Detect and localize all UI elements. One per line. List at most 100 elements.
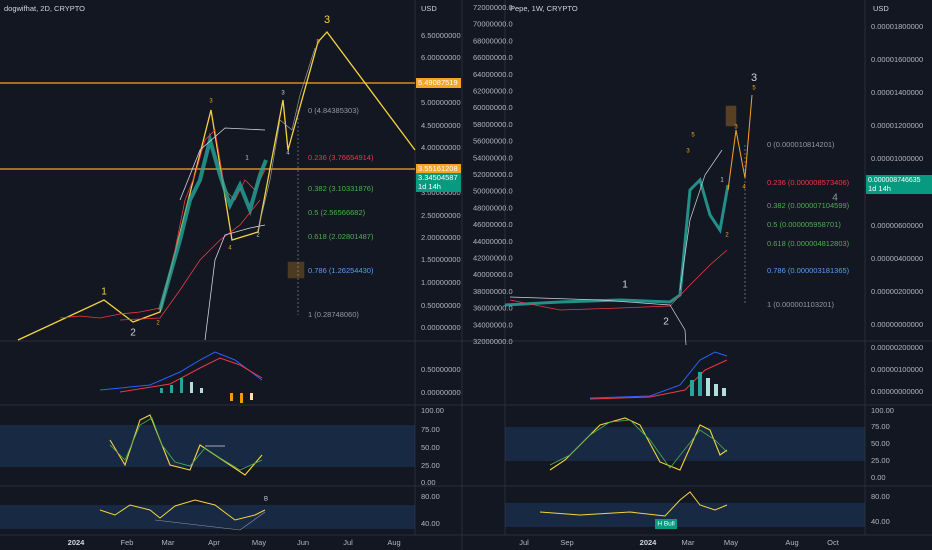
price-label: 36000000.0 (473, 304, 513, 313)
time-label: Aug (785, 538, 798, 547)
rsi-label: 0.00 (871, 473, 886, 482)
price-label: 0.00001400000 (871, 88, 923, 97)
fib-label: 0.618 (0.000004812803) (767, 239, 850, 248)
price-label: 42000000.0 (473, 253, 513, 262)
price-highlight (866, 175, 932, 194)
price-highlight (416, 78, 461, 88)
price-label: 4.00000000 (421, 143, 461, 152)
wave-label: 1 (720, 178, 724, 184)
lower-band (0, 505, 415, 529)
time-label: Apr (208, 538, 220, 547)
axis-unit: USD (873, 4, 889, 13)
price-highlight-label: 0.000008746635 (868, 177, 921, 184)
price-label: 46000000.0 (473, 220, 513, 229)
wave-label: 4 (742, 185, 746, 191)
price-label: 6.00000000 (421, 53, 461, 62)
wave-label: 2 (663, 317, 669, 328)
fib-label: 0.786 (1.26254430) (308, 266, 374, 275)
fib-label: 0.5 (2.56566682) (308, 208, 366, 217)
time-label: May (252, 538, 266, 547)
price-label: 56000000.0 (473, 137, 513, 146)
price-label: 64000000.0 (473, 70, 513, 79)
rsi-label: 75.00 (871, 422, 890, 431)
rsi-label: 75.00 (421, 425, 440, 434)
right-drawings (504, 94, 753, 517)
price-label: 50000000.0 (473, 187, 513, 196)
macd-label: 0.00000100000 (871, 365, 923, 374)
price-highlight (416, 173, 461, 192)
rsi-band (505, 427, 865, 461)
time-label: Mar (162, 538, 175, 547)
price-label: 38000000.0 (473, 287, 513, 296)
wave-label: 4 (832, 193, 838, 204)
rsi-label: 0.00 (421, 478, 436, 487)
wave-label: 3 (209, 99, 213, 105)
time-label: Mar (682, 538, 695, 547)
price-highlight-sub: 1d 14h (868, 184, 891, 193)
wave-label: 2 (156, 321, 160, 327)
fib-label: 0.382 (3.10331876) (308, 184, 374, 193)
price-label: 48000000.0 (473, 203, 513, 212)
price-label: 5.00000000 (421, 98, 461, 107)
wave-label: 3 (734, 125, 738, 131)
left-macd-histogram (160, 378, 253, 403)
time-label: Sep (560, 538, 573, 547)
lower-label: 80.00 (421, 492, 440, 501)
time-label: Jul (519, 538, 529, 547)
price-label: 0.00000200000 (871, 287, 923, 296)
wave-label: 5 (316, 40, 320, 46)
pane-title: Pepe, 1W, CRYPTO (510, 4, 578, 13)
price-label: 60000000.0 (473, 103, 513, 112)
fib-label: 0 (0.000010814201) (767, 140, 835, 149)
wave-label: 1 (622, 280, 628, 291)
wave-label: 3 (686, 149, 690, 155)
price-label: 2.50000000 (421, 211, 461, 220)
right-macd-histogram (690, 372, 726, 396)
price-label: 32000000.0 (473, 337, 513, 346)
price-label: 1.00000000 (421, 278, 461, 287)
wave-label: 1 (245, 156, 249, 162)
lower-label: 40.00 (421, 519, 440, 528)
rsi-label: 100.00 (421, 406, 444, 415)
price-label: 70000000.0 (473, 20, 513, 29)
price-highlight-label: 3.34504587 (418, 173, 458, 182)
time-label: 2024 (68, 538, 86, 547)
wave-label: 3 (751, 72, 757, 84)
wave-label: 5 (691, 133, 695, 139)
price-label: 6.50000000 (421, 31, 461, 40)
price-label: 68000000.0 (473, 36, 513, 45)
price-label: 34000000.0 (473, 320, 513, 329)
price-label: 1.50000000 (421, 255, 461, 264)
price-label: 0.00000600000 (871, 221, 923, 230)
price-label: 0.00001800000 (871, 22, 923, 31)
lower-note: B (264, 497, 268, 503)
price-label: 40000000.0 (473, 270, 513, 279)
macd-label: 0.00000000000 (871, 387, 923, 396)
macd-label: 0.50000000 (421, 365, 461, 374)
price-label: 62000000.0 (473, 86, 513, 95)
lower-label: 40.00 (871, 517, 890, 526)
wave-label: 2 (725, 233, 729, 239)
fib-label: 0.786 (0.000003181365) (767, 266, 850, 275)
wave-label: 3 (324, 14, 330, 26)
price-label: 72000000.0 (473, 3, 513, 12)
pane-title: dogwifhat, 2D, CRYPTO (4, 4, 85, 13)
time-label: 2024 (640, 538, 658, 547)
fib-label: 1 (0.000001103201) (767, 300, 835, 309)
time-label: Oct (827, 538, 840, 547)
rsi-label: 25.00 (871, 456, 890, 465)
wave-label: 2 (130, 328, 136, 339)
price-label: 0.00001000000 (871, 154, 923, 163)
wave-label: 2 (256, 233, 260, 239)
rsi-label: 100.00 (871, 406, 894, 415)
price-label: 0.00001600000 (871, 55, 923, 64)
price-label: 0.00000000000 (871, 320, 923, 329)
rsi-label: 50.00 (421, 443, 440, 452)
fib-label: 0 (4.84385303) (308, 106, 359, 115)
macd-label: 0.00000000 (421, 388, 461, 397)
time-label: Jul (343, 538, 353, 547)
rsi-label: 50.00 (871, 439, 890, 448)
fib-label: 0.5 (0.000005958701) (767, 220, 841, 229)
price-highlight-label: 3.55161208 (418, 164, 458, 173)
